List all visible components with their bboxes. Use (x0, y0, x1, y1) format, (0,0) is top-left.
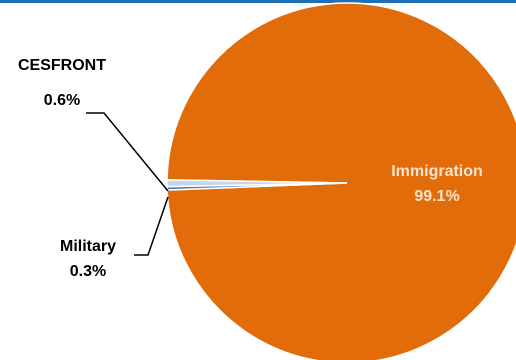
pie-slice-cesfront (166, 179, 348, 188)
slice-label-military-value: 0.3% (70, 263, 106, 280)
slice-labels: Immigration 99.1% CESFRONT 0.6% Military… (18, 57, 483, 280)
pie-slice-immigration (166, 2, 516, 360)
leader-line-military (134, 196, 169, 256)
leader-lines (86, 112, 169, 256)
slice-label-military-name: Military (60, 238, 116, 255)
slice-label-immigration-name: Immigration (391, 163, 483, 180)
slice-label-immigration-value: 99.1% (414, 188, 459, 205)
slice-label-cesfront-value: 0.6% (44, 92, 80, 109)
top-accent-rule (0, 0, 516, 3)
pie-slices (166, 2, 516, 360)
slice-label-cesfront-name: CESFRONT (18, 57, 106, 74)
leader-line-cesfront (86, 112, 169, 192)
